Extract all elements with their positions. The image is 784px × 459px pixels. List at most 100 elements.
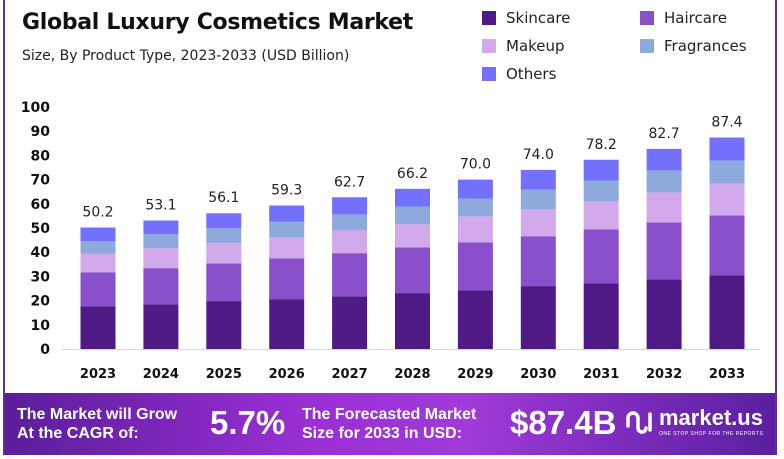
y-tick-label: 40 <box>31 245 51 261</box>
total-data-label: 59.3 <box>271 182 302 198</box>
y-tick-label: 80 <box>31 148 51 164</box>
bar-segment-fragrances <box>457 198 493 217</box>
bar-segment-skincare <box>457 290 493 349</box>
x-tick-label: 2024 <box>143 367 179 382</box>
bar-segment-fragrances <box>80 241 116 254</box>
bar-segment-haircare <box>332 253 368 297</box>
total-data-label: 50.2 <box>82 205 113 221</box>
stacked-bar-chart: 010203040506070809010050.2202353.1202456… <box>21 100 760 382</box>
legend-swatch <box>482 39 496 53</box>
cagr-label: The Market will Grow At the CAGR of: <box>17 405 177 443</box>
bar-segment-skincare <box>583 283 619 349</box>
total-data-label: 56.1 <box>208 190 239 206</box>
bar-segment-fragrances <box>520 189 556 210</box>
bar-segment-makeup <box>583 201 619 230</box>
x-tick-label: 2029 <box>457 367 493 382</box>
bar-segment-others <box>80 227 116 242</box>
cagr-label-line-1: The Market will Grow <box>17 406 178 423</box>
bar-segment-haircare <box>709 215 745 276</box>
x-tick-label: 2031 <box>583 367 619 382</box>
bar-segment-fragrances <box>583 180 619 202</box>
legend-swatch <box>482 11 496 25</box>
y-tick-label: 30 <box>31 269 51 285</box>
chart-title: Global Luxury Cosmetics Market <box>22 10 414 35</box>
logo-name: market.us <box>659 405 763 430</box>
bar-segment-others <box>457 179 493 199</box>
bar-segment-skincare <box>269 299 305 349</box>
chart-frame <box>3 0 777 455</box>
legend-swatch <box>640 39 654 53</box>
x-tick-label: 2028 <box>394 367 430 382</box>
total-data-label: 82.7 <box>649 126 680 142</box>
bar-segment-skincare <box>709 275 745 349</box>
bar-segment-haircare <box>206 263 242 302</box>
bar-segment-fragrances <box>143 234 179 249</box>
total-data-label: 74.0 <box>523 147 554 163</box>
bar-segment-fragrances <box>206 228 242 244</box>
y-tick-label: 60 <box>31 197 51 213</box>
y-tick-label: 10 <box>31 318 51 334</box>
bar-segment-fragrances <box>709 160 745 184</box>
total-data-label: 70.0 <box>460 157 491 173</box>
bar-segment-others <box>143 220 179 235</box>
total-data-label: 62.7 <box>334 174 365 190</box>
x-tick-label: 2026 <box>269 367 305 382</box>
bar-segment-haircare <box>520 236 556 287</box>
bar-segment-makeup <box>395 224 430 248</box>
summary-banner: The Market will Grow At the CAGR of: 5.7… <box>5 393 775 455</box>
bar-segment-others <box>709 137 745 161</box>
forecast-label-line-1: The Forecasted Market <box>302 406 477 423</box>
legend-label: Fragrances <box>664 37 747 55</box>
bar-segment-makeup <box>332 230 368 254</box>
forecast-value: $87.4B <box>510 404 617 441</box>
legend-item-others: Others <box>482 65 556 83</box>
bar-segment-haircare <box>143 268 179 305</box>
forecast-label: The Forecasted Market Size for 2033 in U… <box>302 405 476 443</box>
total-data-label: 78.2 <box>586 137 617 153</box>
legend-item-makeup: Makeup <box>482 37 565 55</box>
cagr-label-line-2: At the CAGR of: <box>17 425 139 442</box>
market-us-logo: market.us ONE STOP SHOP FOR THE REPORTS <box>625 405 763 437</box>
bar-segment-makeup <box>646 192 682 223</box>
bar-segment-skincare <box>143 304 179 349</box>
bar-segment-others <box>395 188 430 207</box>
bar-segment-others <box>332 197 368 215</box>
legend-label: Makeup <box>506 37 565 55</box>
y-tick-label: 90 <box>31 124 51 140</box>
chart-subtitle: Size, By Product Type, 2023-2033 (USD Bi… <box>22 48 350 64</box>
bar-segment-others <box>520 169 556 190</box>
bar-segment-haircare <box>269 258 305 300</box>
bar-segment-fragrances <box>646 170 682 193</box>
bar-segment-others <box>206 213 242 229</box>
bar-segment-makeup <box>520 209 556 237</box>
x-tick-label: 2023 <box>80 367 116 382</box>
bar-segment-skincare <box>206 301 242 349</box>
x-tick-label: 2033 <box>709 367 745 382</box>
legend-swatch <box>482 67 496 81</box>
bar-segment-haircare <box>80 272 116 307</box>
bar-segment-makeup <box>206 243 242 264</box>
legend-label: Haircare <box>664 9 727 27</box>
x-tick-label: 2032 <box>646 367 682 382</box>
bar-segment-makeup <box>80 253 116 273</box>
legend-label: Others <box>506 65 557 83</box>
logo-mark-icon <box>626 411 652 434</box>
cagr-value: 5.7% <box>210 404 286 441</box>
bar-segment-others <box>583 159 619 181</box>
total-data-label: 53.1 <box>145 197 176 213</box>
legend-swatch <box>640 11 654 25</box>
bar-segment-haircare <box>646 222 682 280</box>
legend-item-skincare: Skincare <box>482 9 570 27</box>
y-tick-label: 70 <box>31 173 51 189</box>
bar-segment-skincare <box>520 286 556 349</box>
legend-item-fragrances: Fragrances <box>640 37 747 55</box>
bar-segment-haircare <box>583 229 619 284</box>
y-tick-label: 50 <box>31 221 51 237</box>
bar-segment-makeup <box>143 248 179 269</box>
x-tick-label: 2025 <box>206 367 242 382</box>
bar-segment-skincare <box>80 306 116 349</box>
bar-segment-haircare <box>457 242 493 291</box>
bar-segment-makeup <box>709 183 745 216</box>
bar-segment-skincare <box>395 293 430 349</box>
legend-label: Skincare <box>506 9 571 27</box>
